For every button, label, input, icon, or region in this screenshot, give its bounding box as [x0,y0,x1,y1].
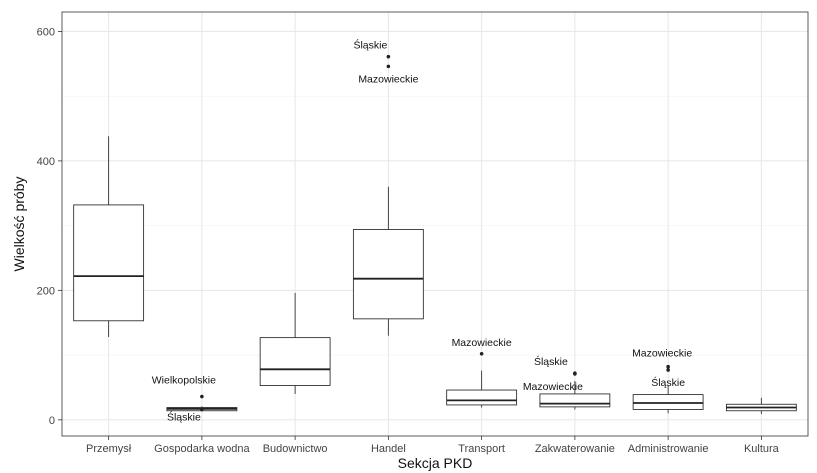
box-2: Wielkopolskie Śląskie [152,375,238,423]
plot-panel-border [61,11,809,437]
outlier-label: Mazowieckie [358,73,418,85]
box-body [539,393,611,408]
x-tick-label: Zakwaterowanie [535,443,615,455]
outlier-point [386,64,391,69]
box-body [352,229,424,320]
box-8 [725,397,797,414]
x-tick-label: Budownictwo [263,443,328,455]
box-series: WielkopolskieŚląskieŚląskieMazowieckieMa… [73,39,797,423]
x-tick-label: Kultura [744,443,780,455]
y-tick-label: 600 [37,26,55,38]
box-3 [259,292,331,394]
x-tick-label: Administrowanie [628,443,709,455]
outlier-label: Mazowieckie [452,337,512,349]
x-axis-title: Sekcja PKD [398,455,473,471]
outlier-point [200,394,204,399]
outlier-point [200,407,204,412]
x-tick-label: Przemysł [86,443,132,455]
outlier-point [386,54,391,59]
y-axis-title: Wielkość próby [11,177,27,272]
box-body [73,204,145,322]
box-body [446,389,518,406]
x-tick-label: Transport [458,443,505,455]
box-4: Śląskie Mazowieckie [352,39,424,336]
x-tick-label: Handel [371,443,406,455]
outlier-label: Wielkopolskie [152,375,216,387]
outlier-label: Mazowieckie [632,348,692,360]
box-body [259,337,331,386]
outlier-label: Śląskie [167,410,201,423]
outlier-label: Śląskie [353,39,387,52]
x-axis-ticks: Przemysł Gospodarka wodna Budownictwo Hande… [86,436,780,455]
outlier-point [479,351,484,356]
box-7: Mazowieckie Śląskie [632,348,704,414]
box-6: Śląskie Mazowieckie [523,355,611,410]
box-body [632,394,704,410]
outlier-label: Śląskie [534,355,568,368]
x-tick-label: Gospodarka wodna [154,443,250,455]
outlier-point [573,372,577,376]
y-axis-ticks: 0 200 400 600 [37,26,62,427]
y-tick-label: 0 [49,415,55,427]
outlier-label: Mazowieckie [523,381,583,393]
box-5: Mazowieckie [446,337,518,408]
outlier-label: Śląskie [651,376,685,389]
box-1 [73,136,145,337]
y-tick-label: 400 [37,156,55,168]
outlier-point [666,368,670,372]
y-tick-label: 200 [37,285,55,297]
outlier-point [666,364,670,369]
